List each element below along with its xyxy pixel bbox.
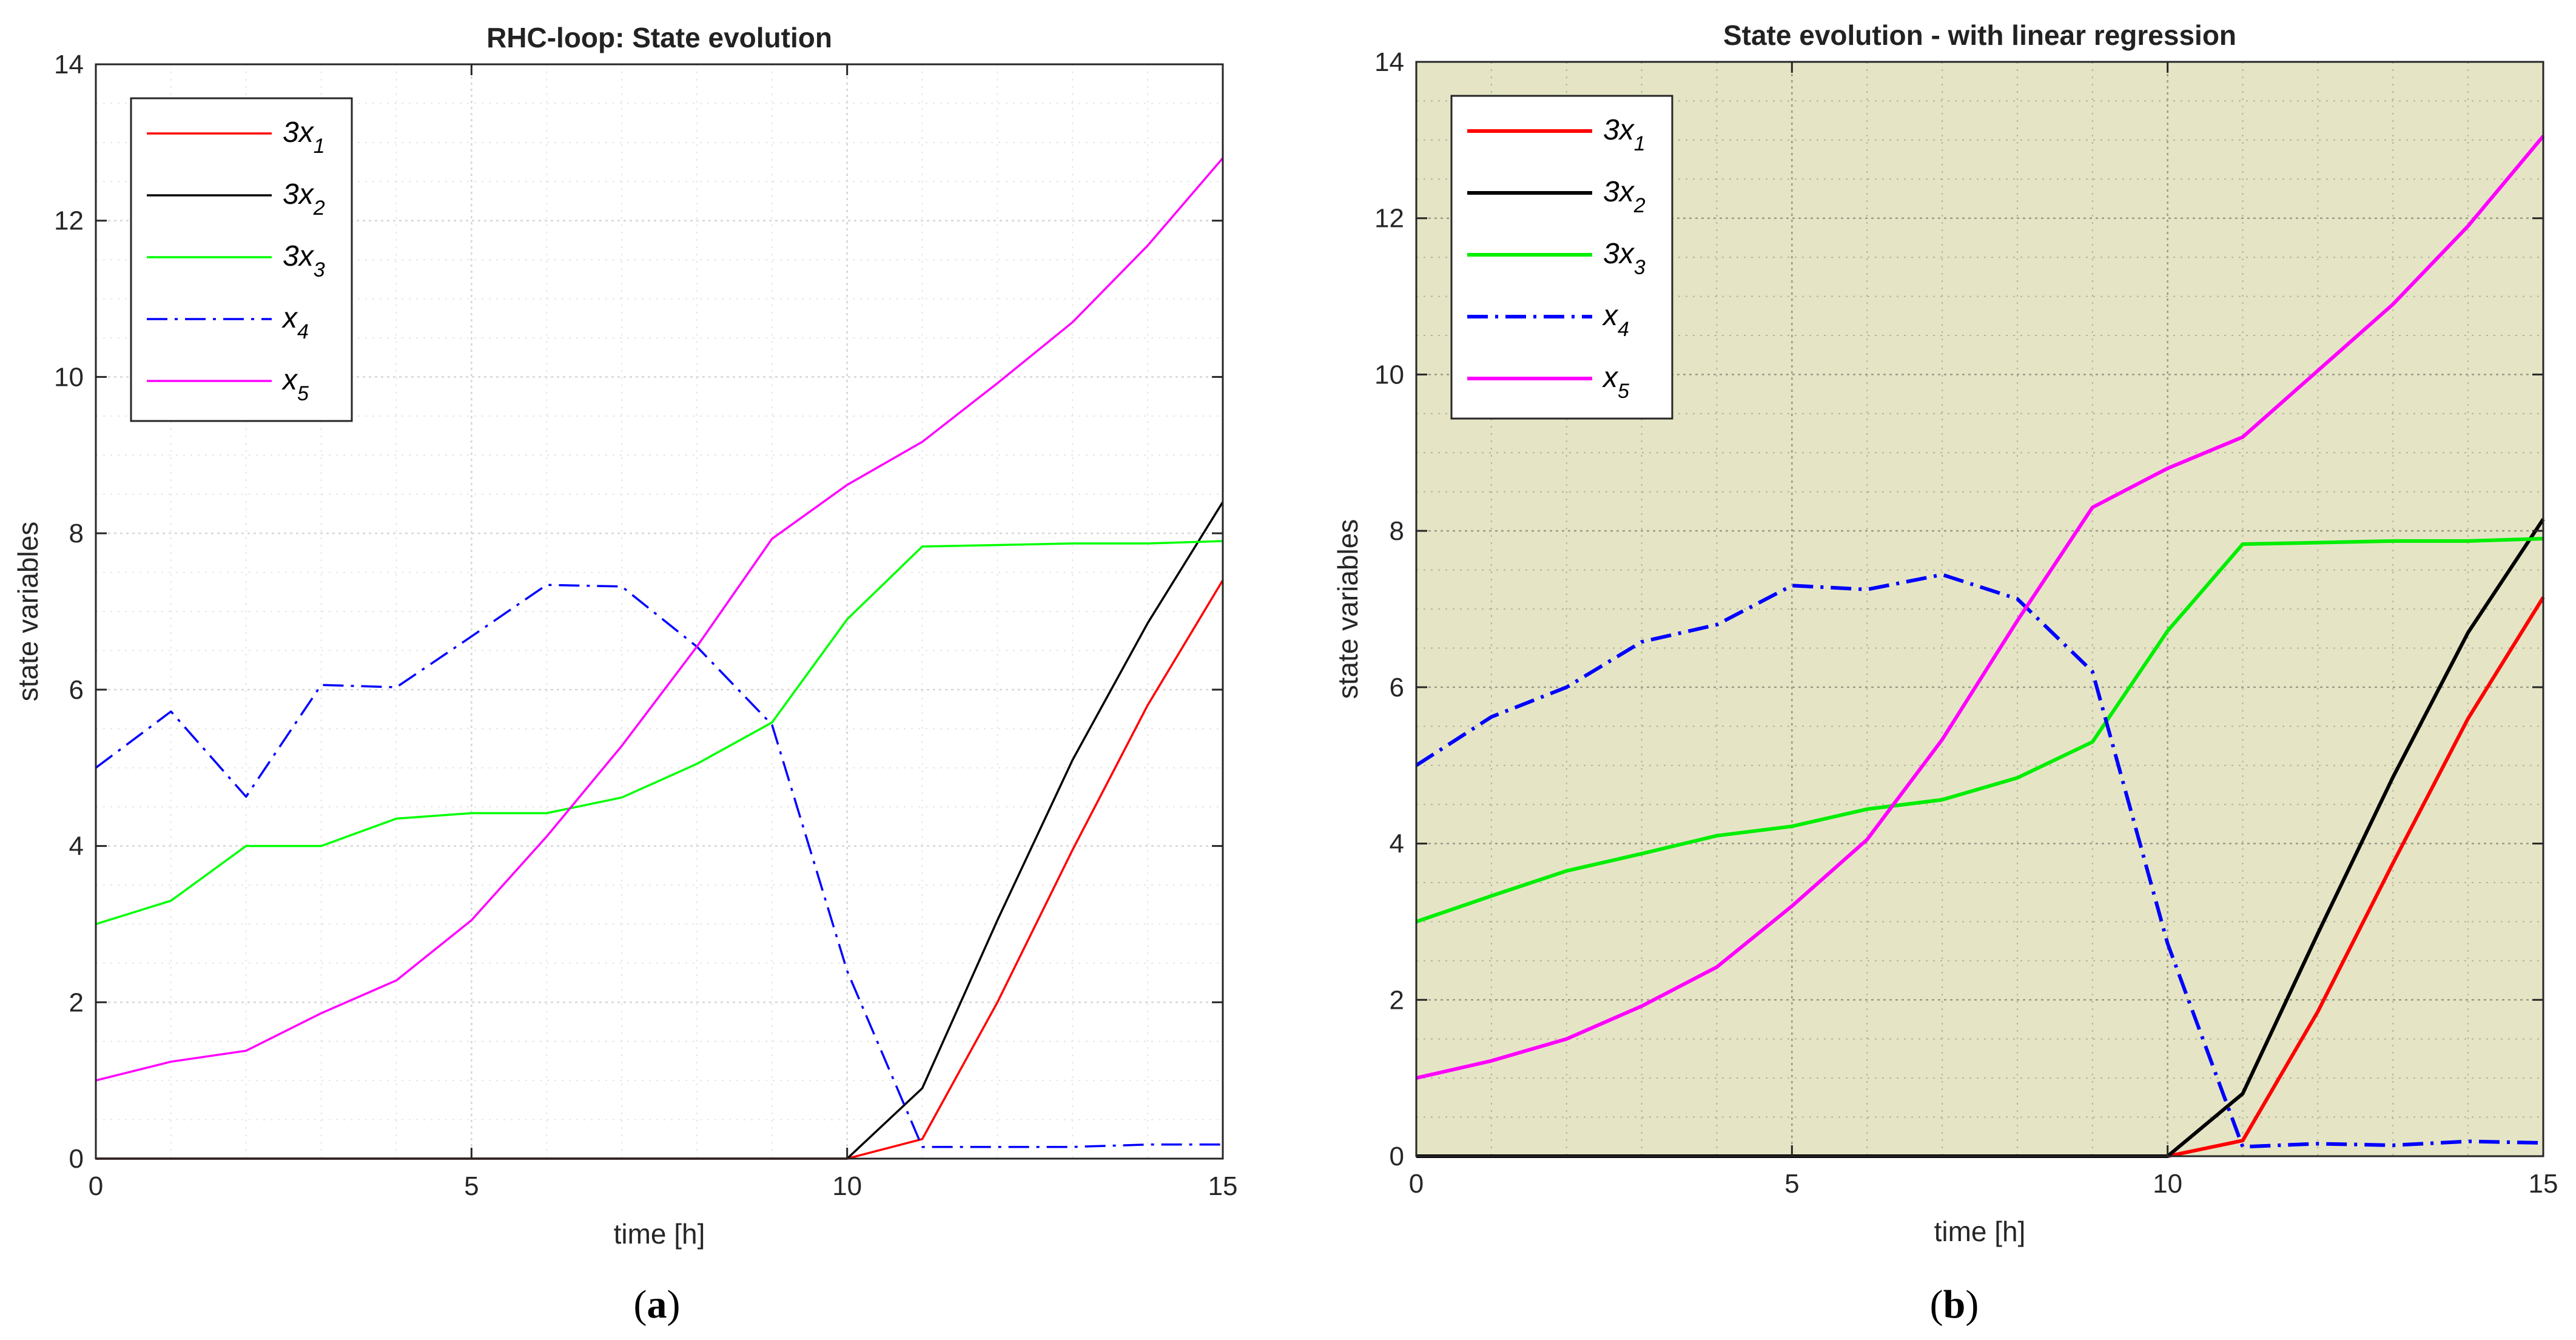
x-axis-label-b: time [h] [1934, 1216, 2026, 1247]
y-tick-label: 6 [1390, 673, 1404, 702]
legend-label-3x3: 3x3 [283, 240, 325, 281]
y-tick-label: 8 [1390, 516, 1404, 546]
y-tick-label: 2 [69, 988, 84, 1017]
y-tick-label: 0 [1390, 1142, 1404, 1171]
series-line-3x3 [1416, 537, 2544, 924]
chart-panel-a: 0 5 10 15 0 2 4 6 8 10 12 14 RHC-loop: State evolut… [12, 22, 1237, 1327]
legend-label-3x1: 3x1 [1603, 114, 1646, 155]
y-tick-label: 10 [1374, 360, 1404, 389]
panel-caption-a: (a) [634, 1282, 681, 1327]
series-line-x5 [1416, 135, 2545, 1080]
legend-b: 3x1 3x2 3x3 x4 x5 [1450, 95, 1673, 420]
legend-label-3x2: 3x2 [283, 178, 325, 220]
x-tick-label: 10 [832, 1171, 862, 1201]
x-tick-label: 10 [2153, 1169, 2182, 1199]
legend-label-x5: x5 [1602, 362, 1629, 403]
y-tick-label: 2 [1390, 985, 1404, 1015]
legend-box-a [130, 97, 353, 422]
y-tick-label: 12 [1374, 204, 1404, 234]
x-tick-label: 15 [1208, 1171, 1238, 1201]
y-tick-label: 12 [54, 206, 84, 236]
chart-panel-b: 0 5 10 15 0 2 4 6 8 10 12 14 State evolution - with… [1332, 19, 2558, 1327]
y-tick-label: 10 [54, 362, 84, 392]
x-tick-label: 15 [2529, 1169, 2558, 1199]
y-tick-label: 0 [69, 1144, 84, 1174]
series-line-x4 [95, 584, 1223, 1148]
x-tick-label: 0 [1409, 1169, 1424, 1199]
x-tick-label: 5 [1784, 1169, 1799, 1199]
panel-caption-b: (b) [1930, 1282, 1979, 1327]
x-tick-label: 0 [89, 1171, 103, 1201]
plot-frame-a [95, 63, 1224, 1160]
legend-label-x4: x4 [281, 302, 309, 343]
grid-b [1416, 62, 2543, 1156]
legend-label-3x1: 3x1 [283, 116, 325, 158]
series-line-x4 [1415, 573, 2544, 1149]
y-tick-label: 8 [69, 519, 84, 548]
y-tick-label: 4 [69, 832, 84, 861]
y-axis-label-b: state variables [1332, 519, 1364, 699]
legend-a: 3x1 3x2 3x3 x4 x5 [130, 97, 353, 422]
series-line-3x3 [95, 540, 1223, 926]
series-line-x5 [95, 157, 1224, 1082]
y-tick-label: 14 [54, 50, 84, 79]
legend-label-3x3: 3x3 [1603, 238, 1646, 279]
legend-label-3x2: 3x2 [1603, 176, 1646, 217]
tick-labels-b: 0 5 10 15 0 2 4 6 8 10 12 14 [1374, 47, 2558, 1199]
plot-frame-b [1415, 61, 2544, 1157]
x-tick-label: 5 [464, 1171, 479, 1201]
legend-label-x4: x4 [1602, 300, 1629, 341]
chart-title-a: RHC-loop: State evolution [486, 22, 832, 53]
y-axis-label-a: state variables [12, 522, 44, 702]
legend-label-x5: x5 [281, 364, 309, 405]
tick-labels-a: 0 5 10 15 0 2 4 6 8 10 12 14 [54, 50, 1237, 1201]
x-axis-label-a: time [h] [614, 1218, 705, 1250]
y-tick-label: 6 [69, 675, 84, 705]
chart-title-b: State evolution - with linear regression [1723, 19, 2236, 51]
y-tick-label: 14 [1374, 47, 1404, 77]
y-tick-label: 4 [1390, 829, 1404, 859]
legend-box-b [1450, 95, 1673, 420]
